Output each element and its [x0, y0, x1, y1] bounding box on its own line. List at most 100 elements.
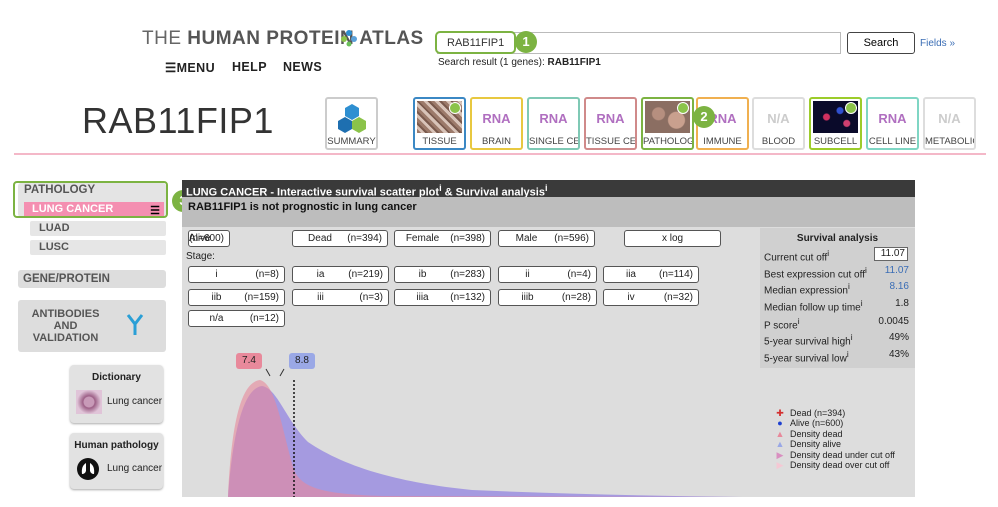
tile-label: SUMMARY	[327, 136, 376, 147]
stage-iib-button[interactable]: iib (n=159)	[188, 289, 285, 306]
search-result-gene[interactable]: RAB11FIP1	[547, 57, 601, 68]
human-pathology-card[interactable]: Human pathology Lung cancer	[70, 433, 163, 489]
stage-iv-button[interactable]: iv (n=32)	[603, 289, 699, 306]
stage-n-a-button[interactable]: n/a (n=12)	[188, 310, 285, 327]
antibody-icon	[126, 314, 144, 335]
legend-item: ▲ Density dead	[775, 428, 843, 439]
legend-item: ● Alive (n=600)	[774, 418, 895, 428]
stage-iiib-button[interactable]: iiib (n=28)	[498, 289, 597, 306]
hamburger-icon[interactable]: ☰	[150, 205, 160, 217]
filter-female-button[interactable]: Female (n=398)	[394, 230, 491, 247]
lungs-icon	[77, 458, 99, 480]
legend-marker-icon: ▶	[776, 459, 784, 470]
stage-i-button[interactable]: i (n=8)	[188, 266, 285, 283]
tile-rna-text: RNA	[482, 111, 511, 126]
filter-male-button[interactable]: Male (n=596)	[498, 230, 595, 247]
stage-ii-button[interactable]: ii (n=4)	[498, 266, 597, 283]
tile-label: SINGLE CELL	[529, 136, 578, 147]
info-icon[interactable]: i	[439, 183, 442, 193]
tile-na-text: N/A	[938, 111, 961, 126]
cutoff-input[interactable]: 11.07	[874, 247, 908, 261]
tile-label: CELL LINE	[868, 136, 917, 147]
tile-label: BLOOD	[761, 136, 796, 147]
info-icon: i	[827, 248, 830, 258]
info-icon: i	[850, 332, 853, 342]
flag-connector	[265, 368, 285, 377]
tile-rna-text: RNA	[539, 111, 568, 126]
tile-cell-line[interactable]: RNA CELL LINE	[866, 97, 919, 150]
legend-item: ▲ Density alive	[775, 439, 842, 450]
density-chart[interactable]	[182, 360, 742, 497]
nav-menu[interactable]: ☰MENU	[165, 61, 216, 75]
tile-summary[interactable]: SUMMARY	[325, 97, 378, 150]
search-button[interactable]: Search	[847, 32, 915, 54]
logo-dots-icon	[341, 30, 357, 47]
nav-help[interactable]: HELP	[232, 60, 267, 74]
best-cutoff-link[interactable]: 11.07	[884, 265, 909, 276]
stage-iia-button[interactable]: iia (n=114)	[603, 266, 699, 283]
tile-rna-text: RNA	[596, 111, 625, 126]
hamburger-icon: ☰	[165, 61, 177, 75]
legend-marker-icon: ▲	[775, 428, 785, 439]
info-icon: i	[864, 265, 867, 275]
logo-thin: THE	[142, 28, 182, 49]
stage-iii-button[interactable]: iii (n=3)	[292, 289, 389, 306]
status-dot-icon	[845, 102, 857, 114]
dictionary-thumb	[76, 390, 102, 414]
stage-label: Stage:	[186, 251, 215, 262]
tile-label: PATHOLOGY	[643, 136, 692, 147]
status-dot-icon	[449, 102, 461, 114]
dead-peak-flag: 7.4	[236, 353, 262, 369]
sidebar-item-lung-cancer[interactable]: LUNG CANCER ☰	[24, 202, 164, 217]
density-dead-area	[228, 380, 742, 497]
tile-label: TISSUE	[422, 136, 457, 147]
tile-rna-text: RNA	[878, 111, 907, 126]
tile-blood[interactable]: N/A BLOOD	[752, 97, 805, 150]
page-title: RAB11FIP1	[82, 100, 274, 141]
info-icon[interactable]: i	[544, 183, 548, 193]
chart-legend: ✚ Dead (n=394) ● Alive (n=600) ▲ Density dead…	[774, 408, 895, 470]
legend-marker-icon: ✚	[776, 408, 784, 418]
tile-na-text: N/A	[767, 111, 790, 126]
stage-ia-button[interactable]: ia (n=219)	[292, 266, 389, 283]
tile-pathology[interactable]: PATHOLOGY	[641, 97, 694, 150]
density-alive-area	[228, 386, 742, 497]
filter-dead-button[interactable]: Dead (n=394)	[292, 230, 388, 247]
sidebar-item-luad[interactable]: LUAD	[30, 221, 166, 236]
filter-alive-button[interactable]: Alive (n=600)	[188, 230, 230, 247]
sidebar-gene-protein[interactable]: GENE/PROTEIN	[18, 270, 166, 288]
dictionary-card[interactable]: Dictionary Lung cancer	[70, 365, 163, 423]
tile-label: SUBCELL	[813, 136, 858, 147]
tile-metabolic[interactable]: N/A METABOLIC	[923, 97, 976, 150]
tile-label: TISSUE CELL	[586, 136, 635, 147]
tile-subcell[interactable]: SUBCELL	[809, 97, 862, 150]
logo-bold: HUMAN PROTEIN ATLAS	[187, 28, 424, 49]
info-icon: i	[846, 349, 849, 359]
alive-peak-flag: 8.8	[289, 353, 315, 369]
stage-iiia-button[interactable]: iiia (n=132)	[394, 289, 491, 306]
tile-label: BRAIN	[481, 136, 512, 147]
sidebar-antibodies[interactable]: ANTIBODIES AND VALIDATION	[18, 300, 166, 352]
tile-tissue[interactable]: TISSUE	[413, 97, 466, 150]
survival-analysis: Survival analysis Current cut offi 11.07 …	[760, 228, 915, 368]
tile-brain[interactable]: RNA BRAIN	[470, 97, 523, 150]
sidebar-item-lusc[interactable]: LUSC	[30, 240, 166, 255]
legend-marker-icon: ▲	[775, 439, 785, 450]
legend-marker-icon: ●	[777, 418, 783, 429]
filter-x-log-button[interactable]: x log	[624, 230, 721, 247]
median-expr-link[interactable]: 8.16	[889, 281, 909, 292]
nav-news[interactable]: NEWS	[283, 60, 323, 74]
legend-item: ▶ Density dead over cut off	[774, 460, 895, 470]
tile-tissue-cell[interactable]: RNA TISSUE CELL	[584, 97, 637, 150]
prognostic-summary: RAB11FIP1 is not prognostic in lung canc…	[182, 197, 915, 227]
fields-link[interactable]: Fields »	[920, 38, 956, 49]
tile-single-cell[interactable]: RNA SINGLE CELL	[527, 97, 580, 150]
summary-icon	[338, 104, 366, 133]
search-query[interactable]: RAB11FIP1	[435, 31, 517, 54]
legend-marker-icon: ▶	[776, 449, 784, 460]
info-icon: i	[797, 316, 800, 326]
divider	[14, 153, 986, 155]
hpa-logo[interactable]: THE HUMAN PROTEIN ATLAS	[142, 28, 424, 50]
panel-title: LUNG CANCER - Interactive survival scatt…	[182, 180, 915, 199]
stage-ib-button[interactable]: ib (n=283)	[394, 266, 491, 283]
